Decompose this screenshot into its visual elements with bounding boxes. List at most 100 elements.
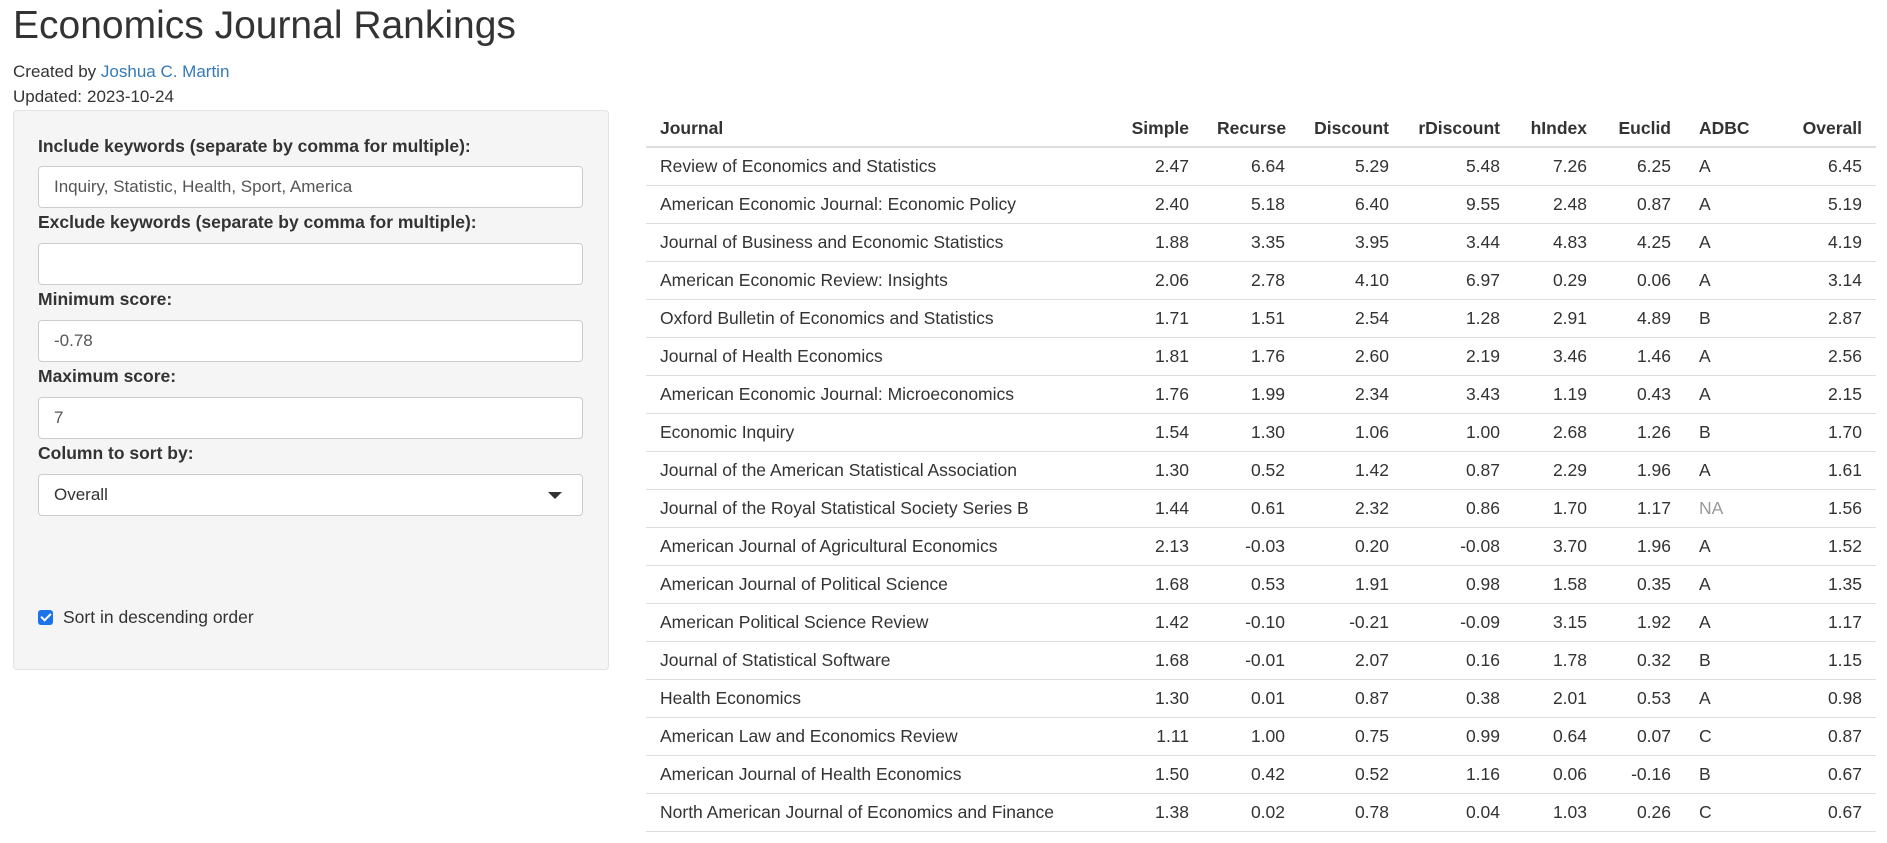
cell-adbc: NA — [1685, 489, 1760, 528]
cell-discount: 2.34 — [1299, 375, 1403, 414]
minimum-score-input[interactable] — [38, 320, 583, 362]
cell-simple: 1.68 — [1116, 565, 1203, 604]
cell-simple: 1.54 — [1116, 413, 1203, 452]
cell-recurse: 0.52 — [1203, 451, 1299, 490]
cell-rdiscount: -0.09 — [1403, 603, 1514, 642]
cell-simple: 1.71 — [1116, 299, 1203, 338]
cell-recurse: 1.76 — [1203, 337, 1299, 376]
cell-discount: 2.54 — [1299, 299, 1403, 338]
column-header-recurse[interactable]: Recurse — [1203, 110, 1299, 148]
column-header-euclid[interactable]: Euclid — [1601, 110, 1685, 148]
cell-hindex: 1.19 — [1514, 375, 1601, 414]
cell-rdiscount: 1.00 — [1403, 413, 1514, 452]
cell-adbc: A — [1685, 679, 1760, 718]
cell-discount: 3.95 — [1299, 223, 1403, 262]
created-by-label: Created by — [13, 62, 97, 81]
column-header-overall[interactable]: Overall — [1760, 110, 1876, 148]
exclude-keywords-input[interactable] — [38, 243, 583, 285]
maximum-score-input[interactable] — [38, 397, 583, 439]
cell-overall: 0.67 — [1760, 793, 1876, 832]
cell-overall: 1.56 — [1760, 489, 1876, 528]
cell-discount: 2.60 — [1299, 337, 1403, 376]
cell-adbc: C — [1685, 793, 1760, 832]
author-link[interactable]: Joshua C. Martin — [100, 62, 230, 81]
table-row: Economic Inquiry 1.54 1.30 1.06 1.00 2.68 1.26… — [646, 413, 1876, 452]
table-row: Journal of the Royal Statistical Society… — [646, 489, 1876, 528]
cell-recurse: 1.99 — [1203, 375, 1299, 414]
cell-journal: Journal of the Royal Statistical Society… — [646, 489, 1116, 528]
cell-journal: American Economic Journal: Economic Poli… — [646, 185, 1116, 224]
cell-euclid: 0.35 — [1601, 565, 1685, 604]
sort-column-select[interactable]: Overall — [38, 474, 583, 516]
table-row: American Political Science Review 1.42 -0.… — [646, 603, 1876, 642]
column-header-hindex[interactable]: hIndex — [1514, 110, 1601, 148]
cell-simple: 1.30 — [1116, 679, 1203, 718]
cell-overall: 2.56 — [1760, 337, 1876, 376]
cell-overall: 0.67 — [1760, 755, 1876, 794]
cell-recurse: 1.51 — [1203, 299, 1299, 338]
cell-euclid: 1.26 — [1601, 413, 1685, 452]
cell-euclid: 0.07 — [1601, 717, 1685, 756]
sort-descending-row[interactable]: Sort in descending order — [38, 606, 254, 628]
column-header-discount[interactable]: Discount — [1299, 110, 1403, 148]
cell-overall: 2.87 — [1760, 299, 1876, 338]
column-header-adbc[interactable]: ADBC — [1685, 110, 1760, 148]
cell-rdiscount: 0.04 — [1403, 793, 1514, 832]
cell-journal: American Economic Review: Insights — [646, 261, 1116, 300]
cell-hindex: 0.29 — [1514, 261, 1601, 300]
cell-hindex: 1.03 — [1514, 793, 1601, 832]
table-row: North American Journal of Economics and … — [646, 793, 1876, 832]
cell-euclid: 1.17 — [1601, 489, 1685, 528]
cell-simple: 2.13 — [1116, 527, 1203, 566]
table-header-row: Journal Simple Recurse Discount rDiscount hIn… — [646, 110, 1876, 148]
exclude-keywords-label: Exclude keywords (separate by comma for … — [38, 212, 477, 232]
maximum-score-label: Maximum score: — [38, 366, 177, 386]
cell-journal: Economic Inquiry — [646, 413, 1116, 452]
cell-discount: 1.06 — [1299, 413, 1403, 452]
column-header-rdiscount[interactable]: rDiscount — [1403, 110, 1514, 148]
cell-journal: American Journal of Political Science — [646, 565, 1116, 604]
cell-overall: 4.19 — [1760, 223, 1876, 262]
column-header-journal[interactable]: Journal — [646, 110, 1116, 148]
cell-recurse: 0.01 — [1203, 679, 1299, 718]
cell-simple: 1.38 — [1116, 793, 1203, 832]
cell-recurse: -0.03 — [1203, 527, 1299, 566]
cell-recurse: 5.18 — [1203, 185, 1299, 224]
cell-discount: 6.40 — [1299, 185, 1403, 224]
cell-simple: 1.42 — [1116, 603, 1203, 642]
cell-journal: Health Economics — [646, 679, 1116, 718]
cell-recurse: 0.02 — [1203, 793, 1299, 832]
sort-descending-checkbox[interactable] — [38, 609, 53, 625]
cell-hindex: 0.06 — [1514, 755, 1601, 794]
cell-euclid: 0.87 — [1601, 185, 1685, 224]
cell-euclid: 0.43 — [1601, 375, 1685, 414]
cell-hindex: 3.15 — [1514, 603, 1601, 642]
cell-euclid: 1.46 — [1601, 337, 1685, 376]
cell-discount: 1.42 — [1299, 451, 1403, 490]
cell-euclid: -0.16 — [1601, 755, 1685, 794]
cell-recurse: 0.53 — [1203, 565, 1299, 604]
cell-simple: 1.88 — [1116, 223, 1203, 262]
cell-journal: American Journal of Agricultural Economi… — [646, 527, 1116, 566]
cell-recurse: 1.00 — [1203, 717, 1299, 756]
cell-rdiscount: 0.99 — [1403, 717, 1514, 756]
cell-overall: 0.87 — [1760, 717, 1876, 756]
cell-adbc: A — [1685, 223, 1760, 262]
cell-rdiscount: 0.16 — [1403, 641, 1514, 680]
cell-discount: 0.20 — [1299, 527, 1403, 566]
sort-descending-label: Sort in descending order — [63, 606, 254, 627]
cell-journal: Review of Economics and Statistics — [646, 147, 1116, 186]
cell-simple: 2.40 — [1116, 185, 1203, 224]
cell-hindex: 4.83 — [1514, 223, 1601, 262]
cell-hindex: 2.91 — [1514, 299, 1601, 338]
include-keywords-label: Include keywords (separate by comma for … — [38, 136, 471, 156]
table-row: Review of Economics and Statistics 2.47 6.… — [646, 147, 1876, 186]
column-header-simple[interactable]: Simple — [1116, 110, 1203, 148]
updated-date: 2023-10-24 — [87, 87, 174, 106]
cell-recurse: 1.30 — [1203, 413, 1299, 452]
cell-adbc: A — [1685, 185, 1760, 224]
cell-overall: 1.61 — [1760, 451, 1876, 490]
table-row: Journal of the American Statistical Asso… — [646, 451, 1876, 490]
include-keywords-input[interactable] — [38, 166, 583, 208]
